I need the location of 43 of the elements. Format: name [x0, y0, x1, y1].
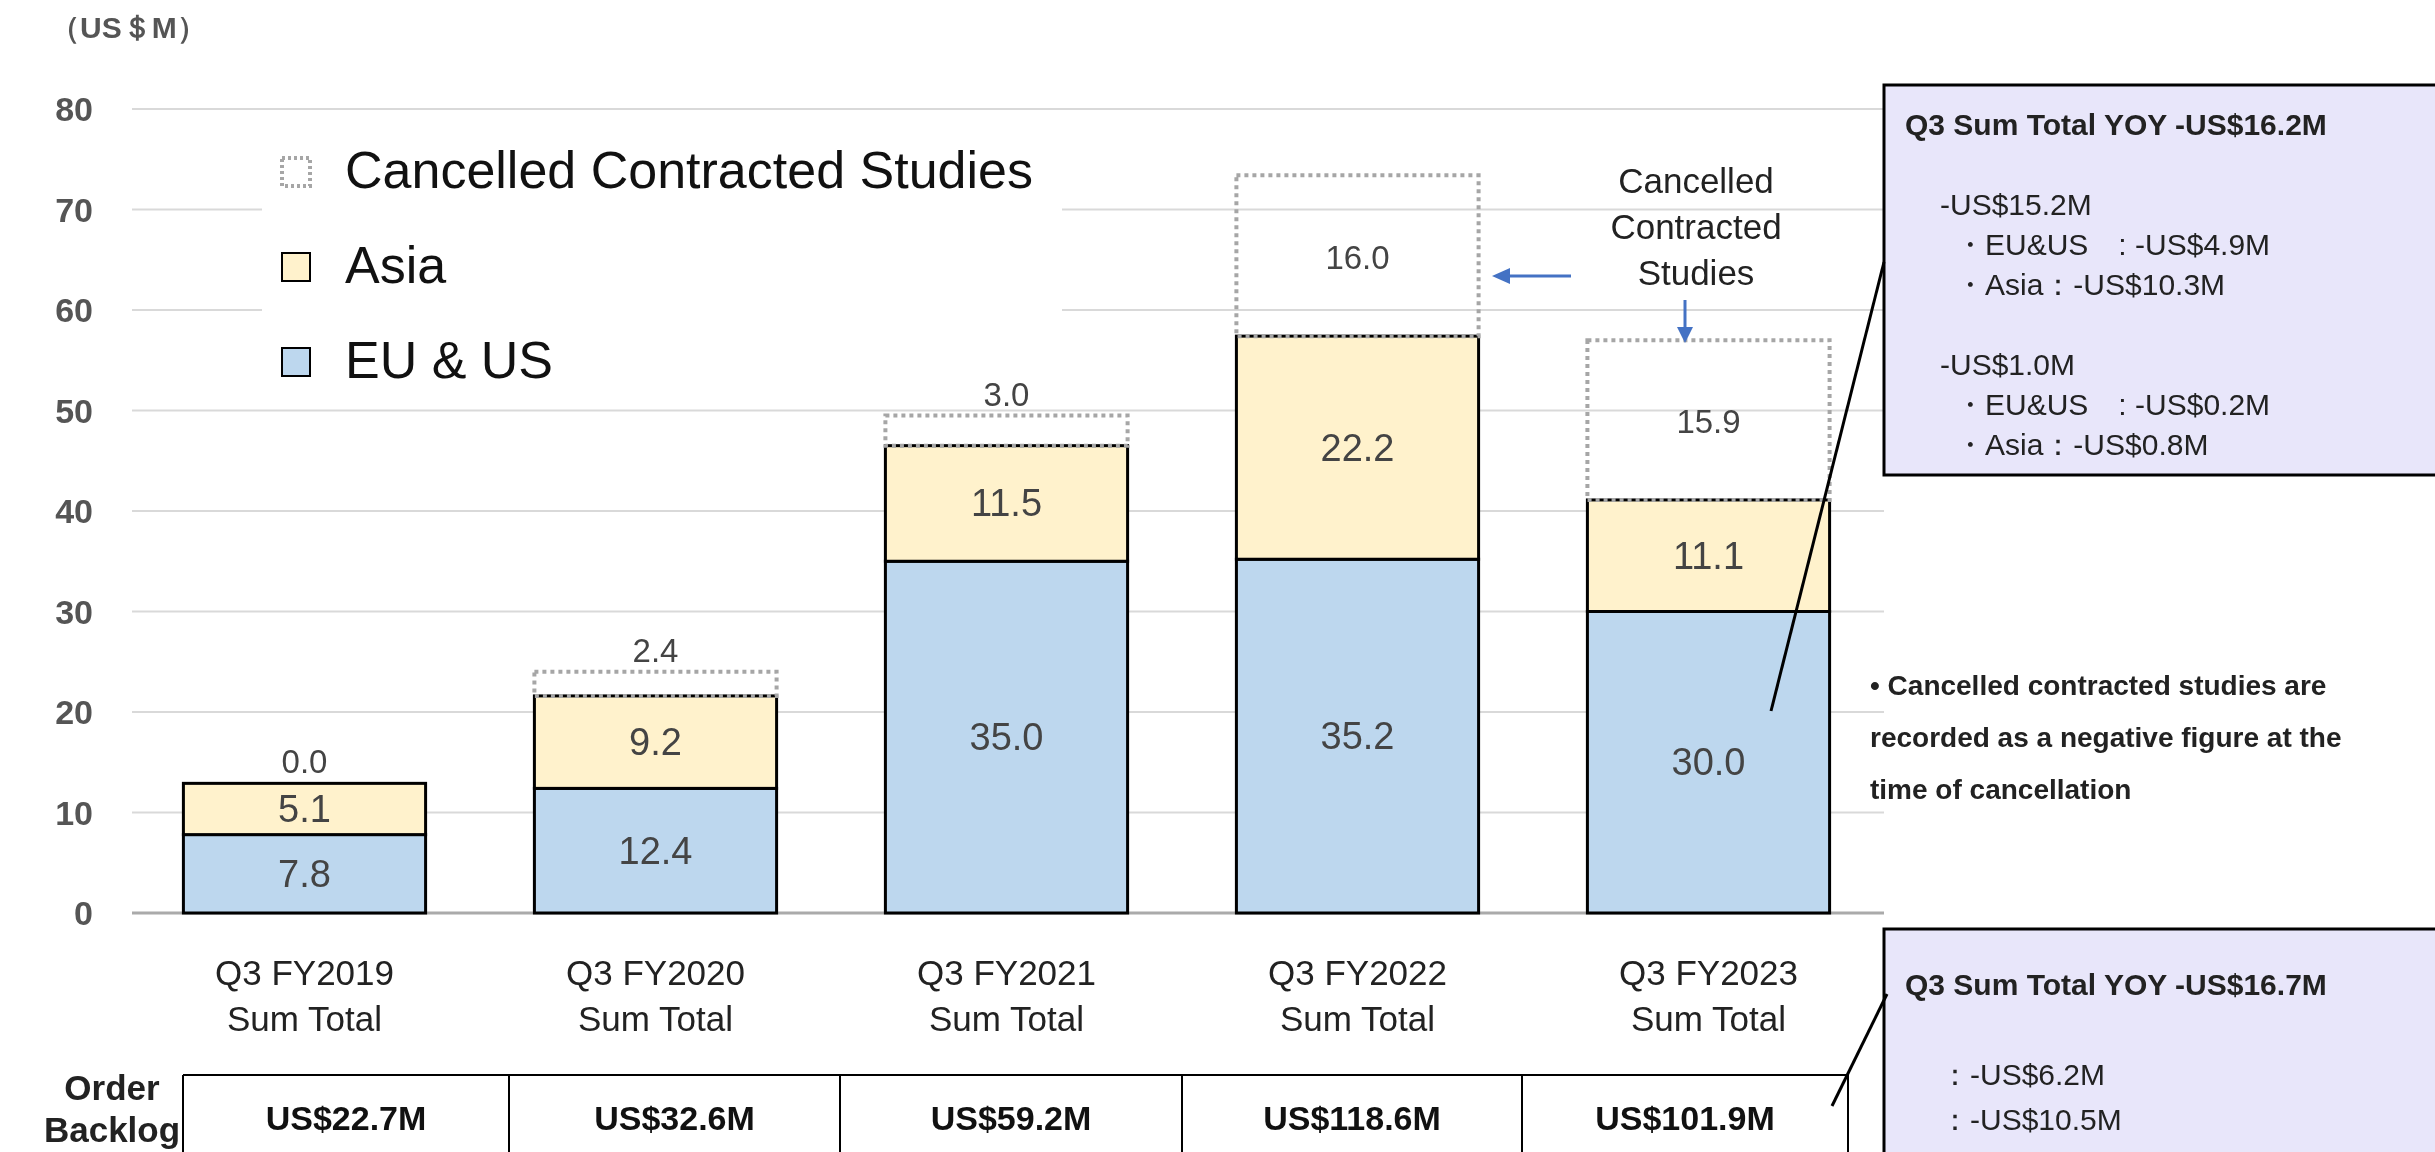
y-tick-label: 80 [55, 90, 93, 128]
text: US$32.6M [594, 1099, 755, 1137]
x-tick-label: Q3 FY2019 Sum Total [215, 953, 394, 1038]
data-label: 30.0 [1671, 741, 1746, 784]
annotation: Cancelled Contracted Studies [1610, 161, 1782, 292]
data-label: 5.1 [278, 787, 331, 830]
data-label: 35.2 [1320, 715, 1395, 758]
data-label: 12.4 [618, 829, 693, 872]
text: US$101.9M [1595, 1099, 1775, 1137]
data-label: 16.0 [1325, 238, 1390, 276]
x-tick-label: Q3 FY2020 Sum Total [566, 953, 745, 1038]
annotation: • Cancelled contracted studies are recorded as a negative figure at the time of cancellation [1870, 670, 2342, 805]
x-tick-label: Q3 FY2022 Sum Total [1268, 953, 1447, 1038]
y-tick-label: 40 [55, 492, 93, 530]
y-tick-label: 20 [55, 693, 93, 731]
data-label: 22.2 [1320, 426, 1395, 469]
data-label: 0.0 [281, 743, 328, 781]
x-tick-label: Q3 FY2021 Sum Total [917, 953, 1096, 1038]
text: US$118.6M [1263, 1099, 1441, 1137]
data-label: 7.8 [278, 852, 331, 895]
data-label: 35.0 [969, 716, 1044, 759]
text: Q3 Sum Total YOY -US$16.7M ：-US$6.2M ：-US$10.5M [1905, 968, 2327, 1136]
y-tick-label: 0 [74, 894, 93, 932]
y-tick-label: 60 [55, 291, 93, 329]
y-tick-label: 10 [55, 793, 93, 832]
data-label: 11.1 [1672, 534, 1745, 577]
data-label: 15.9 [1676, 403, 1741, 441]
y-tick-label: 50 [55, 391, 93, 430]
text: Q3 Sum Total YOY -US$16.2M -US$15.2M ・EU&US : -US$4.9M ・Asia：-US$10.3M -US$1.0M ・EU&US : -US$0.2M ・Asia：-US$0.8M [1905, 108, 2327, 461]
legend-label: Cancelled Contracted Studies [345, 141, 1033, 199]
y-tick-label: 70 [55, 190, 93, 229]
text: US$22.7M [265, 1099, 427, 1137]
data-label: 9.2 [629, 721, 682, 764]
x-tick-label: Q3 FY2023 Sum Total [1619, 953, 1798, 1038]
text: US$59.2M [930, 1099, 1092, 1137]
data-label: 3.0 [983, 375, 1030, 413]
y-tick-label: 30 [55, 592, 93, 631]
text: Order Backlog [43, 1068, 181, 1149]
legend-label: EU & US [345, 331, 554, 389]
data-label: 11.5 [970, 482, 1043, 525]
data-label: 2.4 [632, 631, 679, 669]
y-axis-title: （US＄M） [50, 11, 207, 44]
legend-label: Asia [345, 236, 447, 294]
